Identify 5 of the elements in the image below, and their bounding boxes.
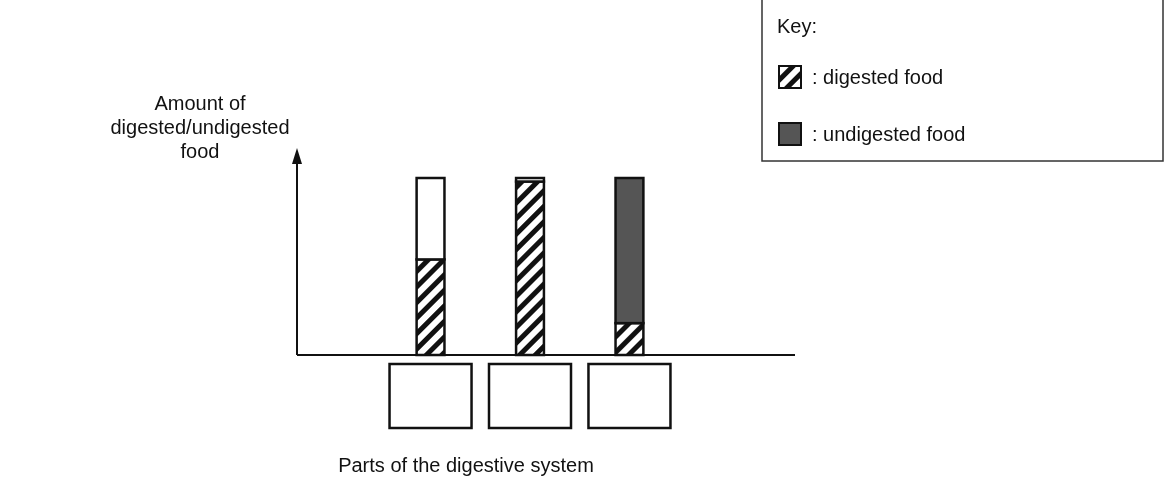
legend-label: : undigested food [812, 123, 966, 145]
y-axis-title: Amount of digested/undigested food [110, 92, 290, 162]
legend-label: : digested food [812, 66, 944, 88]
x-axis-title: Parts of the digestive system [338, 454, 594, 476]
legend-title: Key: [777, 15, 818, 37]
